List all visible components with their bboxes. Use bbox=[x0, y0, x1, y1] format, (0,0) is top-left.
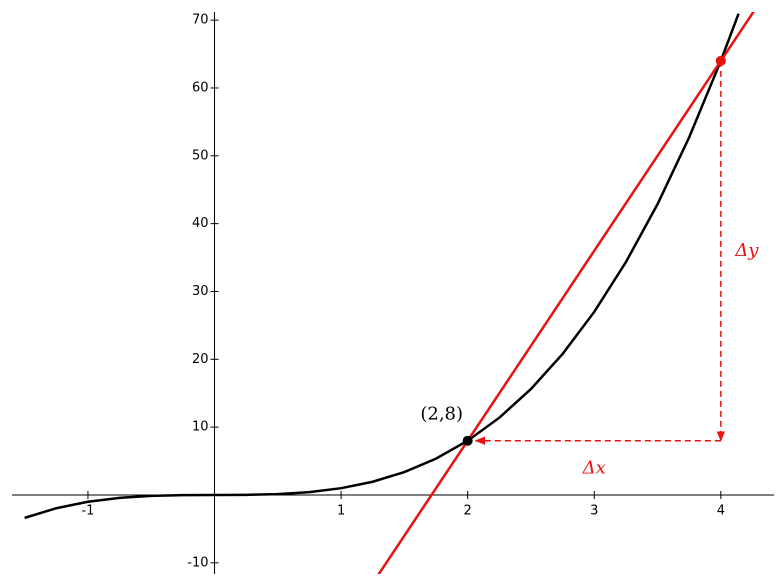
x-tick-label: 4 bbox=[717, 503, 725, 518]
x-tick-label: 2 bbox=[464, 503, 472, 518]
y-tick-label: 70 bbox=[192, 13, 209, 28]
plot-area bbox=[24, 12, 755, 574]
curve bbox=[377, 12, 755, 574]
point bbox=[462, 435, 473, 446]
y-tick-label: 10 bbox=[192, 420, 209, 435]
y-tick-label: 40 bbox=[192, 216, 209, 231]
x-tick-label: -1 bbox=[81, 503, 94, 518]
y-tick-label: 20 bbox=[192, 352, 209, 367]
y-tick-label: -10 bbox=[187, 555, 208, 570]
y-tick-label: 30 bbox=[192, 284, 209, 299]
y-tick-label: 60 bbox=[192, 80, 209, 95]
curve bbox=[24, 13, 740, 520]
y-tick-label: 50 bbox=[192, 148, 209, 163]
arrow-label: Δx bbox=[582, 458, 606, 479]
point bbox=[715, 55, 726, 66]
x-tick-label: 3 bbox=[590, 503, 598, 518]
point-label: (2,8) bbox=[420, 404, 463, 425]
arrow-label: Δy bbox=[734, 240, 759, 261]
x-tick-label: 1 bbox=[337, 503, 345, 518]
